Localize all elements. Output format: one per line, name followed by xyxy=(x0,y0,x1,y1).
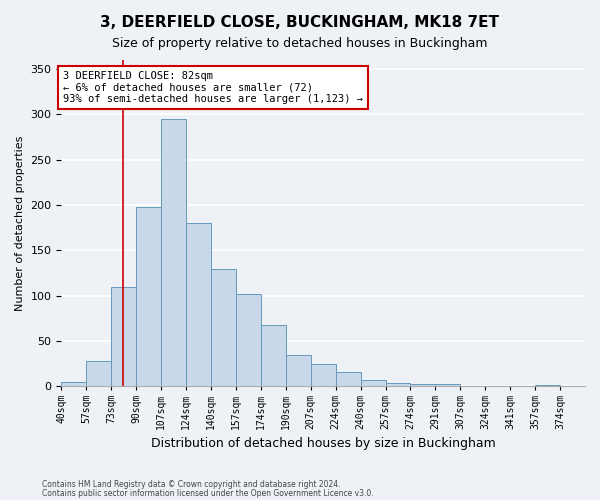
Bar xyxy=(86,361,111,386)
Bar xyxy=(186,223,211,386)
Bar xyxy=(535,384,560,386)
Bar xyxy=(211,268,236,386)
Bar xyxy=(136,207,161,386)
Text: Contains HM Land Registry data © Crown copyright and database right 2024.: Contains HM Land Registry data © Crown c… xyxy=(42,480,341,489)
Bar xyxy=(410,384,436,386)
Text: Contains public sector information licensed under the Open Government Licence v3: Contains public sector information licen… xyxy=(42,488,374,498)
Bar xyxy=(436,384,460,386)
Y-axis label: Number of detached properties: Number of detached properties xyxy=(15,136,25,311)
X-axis label: Distribution of detached houses by size in Buckingham: Distribution of detached houses by size … xyxy=(151,437,496,450)
Bar xyxy=(361,380,386,386)
Bar xyxy=(386,383,410,386)
Bar xyxy=(111,286,136,386)
Bar xyxy=(261,325,286,386)
Bar xyxy=(311,364,335,386)
Bar xyxy=(161,119,186,386)
Text: 3, DEERFIELD CLOSE, BUCKINGHAM, MK18 7ET: 3, DEERFIELD CLOSE, BUCKINGHAM, MK18 7ET xyxy=(101,15,499,30)
Bar xyxy=(236,294,261,386)
Bar xyxy=(335,372,361,386)
Text: Size of property relative to detached houses in Buckingham: Size of property relative to detached ho… xyxy=(112,38,488,51)
Bar xyxy=(286,354,311,386)
Bar xyxy=(61,382,86,386)
Text: 3 DEERFIELD CLOSE: 82sqm
← 6% of detached houses are smaller (72)
93% of semi-de: 3 DEERFIELD CLOSE: 82sqm ← 6% of detache… xyxy=(63,71,363,104)
